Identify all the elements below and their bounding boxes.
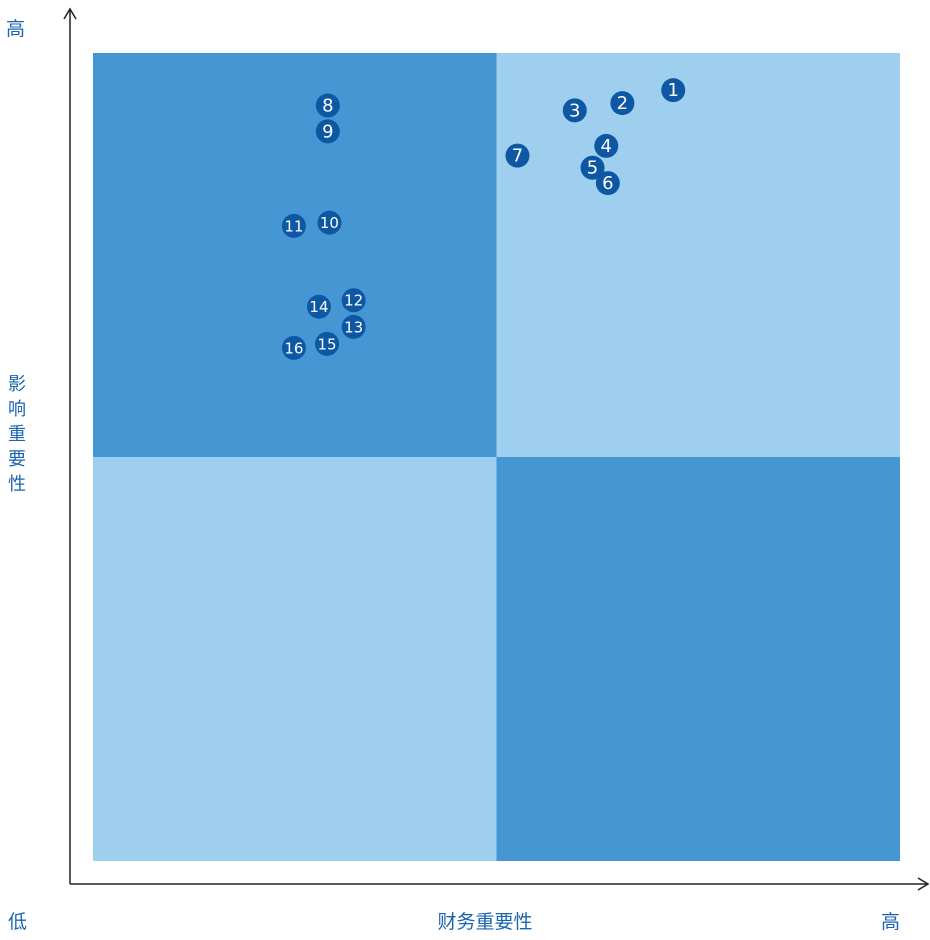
data-point-2: 2	[610, 91, 635, 116]
point-marker	[306, 294, 331, 319]
point-marker	[281, 335, 306, 360]
point-marker	[562, 98, 587, 123]
point-marker	[341, 288, 366, 313]
data-point-12: 12	[341, 288, 366, 313]
point-marker	[661, 78, 686, 103]
y-axis-high-label: 高	[6, 18, 26, 40]
quadrant-bottom-right	[496, 457, 900, 861]
point-label: 4	[601, 136, 612, 157]
data-point-13: 13	[341, 314, 366, 339]
point-marker	[281, 213, 306, 238]
point-label: 10	[320, 214, 339, 232]
point-label: 12	[344, 292, 363, 310]
x-axis-low-label: 低	[8, 911, 28, 933]
data-point-15: 15	[315, 331, 340, 356]
point-marker	[315, 93, 340, 118]
x-axis-title: 财务重要性	[437, 911, 533, 933]
data-point-4: 4	[594, 133, 619, 158]
data-point-1: 1	[661, 78, 686, 103]
data-point-7: 7	[505, 143, 530, 168]
point-label: 3	[569, 100, 580, 121]
axes	[63, 7, 930, 891]
x-axis-high-label: 高	[881, 911, 901, 933]
point-marker	[315, 119, 340, 144]
point-label: 15	[317, 335, 336, 353]
point-label: 1	[668, 80, 679, 101]
point-label: 16	[284, 339, 303, 357]
point-marker	[317, 210, 342, 235]
point-marker	[580, 155, 605, 180]
point-label: 8	[322, 96, 333, 117]
point-label: 7	[512, 146, 523, 167]
point-marker	[595, 171, 620, 196]
y-axis-title: 影响重要性	[8, 374, 26, 495]
quadrant-bottom-left	[93, 457, 497, 861]
point-label: 9	[322, 121, 333, 142]
quadrant-top-left	[93, 53, 497, 457]
data-point-8: 8	[315, 93, 340, 118]
data-point-14: 14	[306, 294, 331, 319]
data-point-5: 5	[580, 155, 605, 180]
data-point-16: 16	[281, 335, 306, 360]
data-point-3: 3	[562, 98, 587, 123]
point-label: 6	[602, 173, 613, 194]
data-point-11: 11	[281, 213, 306, 238]
data-point-6: 6	[595, 171, 620, 196]
point-label: 13	[344, 318, 363, 336]
point-marker	[341, 314, 366, 339]
quadrant-top-right	[496, 53, 900, 457]
data-point-9: 9	[315, 119, 340, 144]
x-axis-arrow-icon	[917, 877, 930, 891]
point-marker	[610, 91, 635, 116]
point-marker	[505, 143, 530, 168]
point-label: 2	[617, 93, 628, 114]
y-axis-arrow-icon	[63, 7, 77, 20]
point-marker	[594, 133, 619, 158]
quadrants	[93, 53, 900, 861]
point-label: 5	[587, 158, 598, 179]
point-marker	[315, 331, 340, 356]
data-point-10: 10	[317, 210, 342, 235]
point-label: 14	[309, 298, 328, 316]
point-label: 11	[284, 217, 303, 235]
